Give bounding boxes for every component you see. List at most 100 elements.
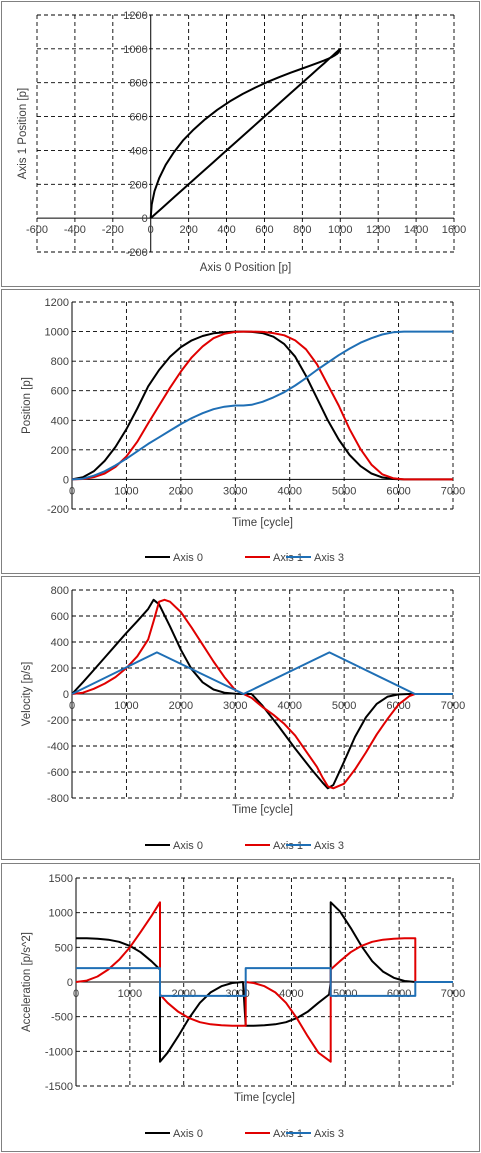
y-tick-label: 400 bbox=[51, 637, 69, 649]
y-tick-label: -400 bbox=[47, 741, 69, 753]
series-line-axis-1 bbox=[71, 330, 453, 481]
x-tick-label: 0 bbox=[69, 485, 75, 497]
y-tick-label: 0 bbox=[63, 689, 69, 701]
x-tick-label: -200 bbox=[102, 224, 124, 236]
x-axis-title: Time [cycle] bbox=[232, 517, 293, 529]
chart-panel bbox=[1, 576, 480, 860]
series-line-axis-3 bbox=[71, 330, 453, 481]
y-tick-label: 600 bbox=[129, 112, 147, 124]
x-tick-label: 1000 bbox=[328, 224, 352, 236]
x-tick-label: 0 bbox=[148, 224, 154, 236]
x-tick-label: 200 bbox=[179, 224, 197, 236]
series-line-axis-3 bbox=[76, 967, 453, 997]
y-tick-label: 0 bbox=[142, 213, 148, 225]
legend-label: Axis 3 bbox=[314, 1128, 344, 1140]
x-tick-label: 0 bbox=[73, 988, 79, 1000]
legend-label: Axis 0 bbox=[173, 552, 203, 564]
series-line-1 bbox=[149, 47, 342, 219]
y-tick-label: 800 bbox=[129, 78, 147, 90]
y-tick-label: -200 bbox=[47, 715, 69, 727]
x-tick-label: 4000 bbox=[279, 988, 303, 1000]
x-tick-label: 1000 bbox=[114, 700, 138, 712]
x-axis-title: Time [cycle] bbox=[234, 1092, 295, 1104]
y-tick-label: 800 bbox=[51, 356, 69, 368]
y-tick-label: 400 bbox=[51, 415, 69, 427]
x-tick-label: 400 bbox=[217, 224, 235, 236]
y-axis-title: Velocity [p/s] bbox=[21, 662, 33, 727]
x-tick-label: 5000 bbox=[333, 988, 357, 1000]
x-tick-label: -600 bbox=[26, 224, 48, 236]
x-tick-label: 2000 bbox=[171, 988, 195, 1000]
x-tick-label: 2000 bbox=[169, 485, 193, 497]
chart-panel bbox=[1, 1, 480, 287]
x-axis-title: Axis 0 Position [p] bbox=[200, 262, 291, 274]
legend-label: Axis 3 bbox=[314, 840, 344, 852]
x-tick-label: 800 bbox=[293, 224, 311, 236]
y-tick-label: 200 bbox=[129, 179, 147, 191]
y-axis-title: Axis 1 Position [p] bbox=[17, 88, 29, 179]
y-axis-title: Position [p] bbox=[21, 377, 33, 434]
y-tick-label: -500 bbox=[51, 1012, 73, 1024]
series-line-axis-0 bbox=[76, 901, 453, 1063]
y-tick-label: 400 bbox=[129, 145, 147, 157]
y-tick-label: 200 bbox=[51, 445, 69, 457]
x-tick-label: 1200 bbox=[366, 224, 390, 236]
x-tick-label: 4000 bbox=[277, 485, 301, 497]
y-tick-label: -1000 bbox=[45, 1046, 73, 1058]
y-tick-label: 0 bbox=[63, 474, 69, 486]
x-tick-label: 7000 bbox=[441, 485, 465, 497]
gridlines bbox=[36, 14, 455, 253]
y-tick-label: -200 bbox=[126, 247, 148, 259]
x-axis-title: Time [cycle] bbox=[232, 804, 293, 816]
x-tick-label: 5000 bbox=[332, 700, 356, 712]
x-tick-label: 6000 bbox=[387, 988, 411, 1000]
x-tick-label: 3000 bbox=[223, 485, 247, 497]
x-tick-label: 600 bbox=[255, 224, 273, 236]
y-tick-label: 1000 bbox=[45, 327, 69, 339]
y-tick-label: -200 bbox=[47, 504, 69, 516]
y-tick-label: 800 bbox=[51, 585, 69, 597]
legend-label: Axis 0 bbox=[173, 1128, 203, 1140]
y-tick-label: 0 bbox=[67, 977, 73, 989]
y-axis-title: Acceleration [p/s^2] bbox=[21, 932, 33, 1032]
y-tick-label: 1000 bbox=[123, 44, 147, 56]
x-tick-label: -400 bbox=[64, 224, 86, 236]
chart-panel bbox=[1, 863, 480, 1152]
x-tick-label: 2000 bbox=[169, 700, 193, 712]
y-tick-label: -800 bbox=[47, 793, 69, 805]
x-tick-label: 3000 bbox=[223, 700, 247, 712]
x-tick-label: 5000 bbox=[332, 485, 356, 497]
legend-label: Axis 3 bbox=[314, 552, 344, 564]
x-tick-label: 1000 bbox=[114, 485, 138, 497]
x-tick-label: 1000 bbox=[118, 988, 142, 1000]
x-tick-label: 1400 bbox=[404, 224, 428, 236]
series-line-axis-3 bbox=[71, 651, 453, 695]
chart-panel bbox=[1, 289, 480, 574]
y-tick-label: 1200 bbox=[45, 297, 69, 309]
y-tick-label: -600 bbox=[47, 767, 69, 779]
y-tick-label: 600 bbox=[51, 386, 69, 398]
series-line-axis-1 bbox=[71, 598, 453, 790]
x-tick-label: 7000 bbox=[441, 988, 465, 1000]
x-tick-label: 4000 bbox=[277, 700, 301, 712]
legend-label: Axis 0 bbox=[173, 840, 203, 852]
y-tick-label: 1500 bbox=[49, 873, 73, 885]
x-tick-label: 1600 bbox=[442, 224, 466, 236]
y-tick-label: 600 bbox=[51, 611, 69, 623]
x-tick-label: 7000 bbox=[441, 700, 465, 712]
y-tick-label: 1000 bbox=[49, 908, 73, 920]
y-tick-label: 500 bbox=[55, 942, 73, 954]
y-tick-label: -1500 bbox=[45, 1081, 73, 1093]
x-tick-label: 6000 bbox=[386, 485, 410, 497]
x-tick-label: 0 bbox=[69, 700, 75, 712]
y-tick-label: 1200 bbox=[123, 10, 147, 22]
y-tick-label: 200 bbox=[51, 663, 69, 675]
